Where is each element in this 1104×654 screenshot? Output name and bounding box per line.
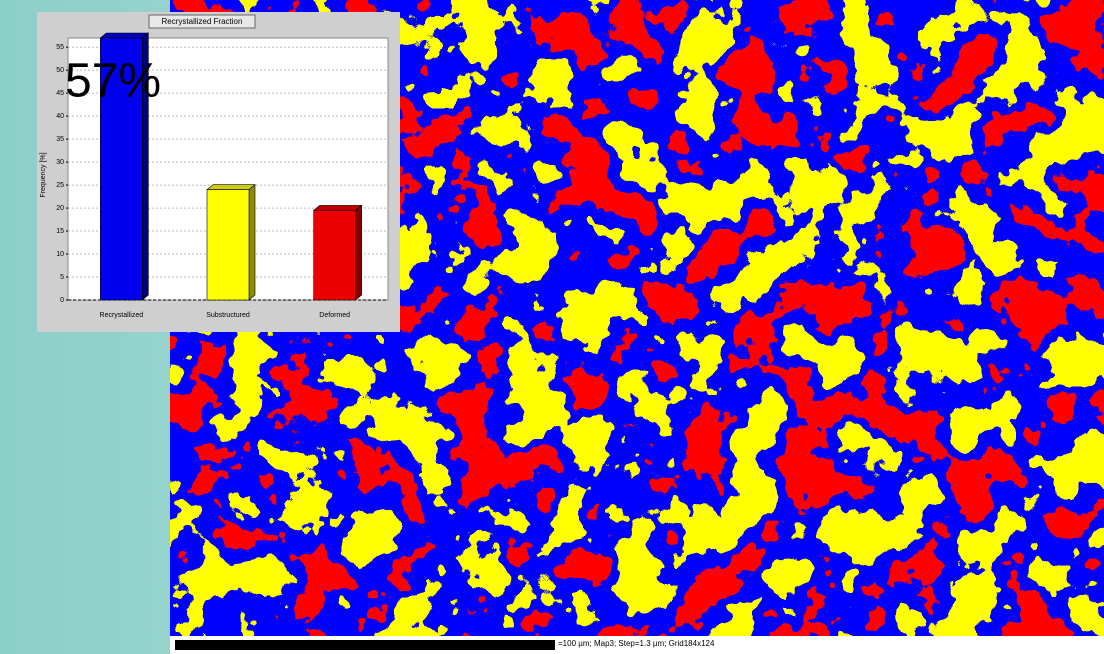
bar <box>314 210 356 300</box>
y-tick-label: 50 <box>56 67 64 74</box>
y-tick-label: 15 <box>56 228 64 235</box>
y-tick-label: 5 <box>60 274 64 281</box>
y-tick-label: 10 <box>56 251 64 258</box>
y-tick-label: 30 <box>56 159 64 166</box>
caption-bar: =100 µm; Map3; Step=1.3 µm; Grid184x124 <box>170 636 1104 654</box>
x-tick-label: Substructured <box>206 312 250 319</box>
chart: Recrystallized Fraction Frequency [%] 0 5… <box>37 12 400 332</box>
x-tick-label: Deformed <box>319 312 350 319</box>
x-tick-label: Recrystallized <box>100 312 144 319</box>
bar-side <box>249 185 255 300</box>
y-tick-label: 55 <box>56 44 64 51</box>
bar <box>207 190 249 300</box>
map-caption: =100 µm; Map3; Step=1.3 µm; Grid184x124 <box>558 639 714 648</box>
bar-top <box>314 205 362 210</box>
bar-side <box>356 205 362 300</box>
annotation: 57% <box>65 55 161 108</box>
y-tick-label: 25 <box>56 182 64 189</box>
y-tick-label: 0 <box>60 297 64 304</box>
y-tick-label: 20 <box>56 205 64 212</box>
y-tick-label: 40 <box>56 113 64 120</box>
y-tick-label: 45 <box>56 90 64 97</box>
bar-top <box>100 33 148 38</box>
chart-title: Recrystallized Fraction <box>162 17 243 26</box>
scale-bar <box>175 640 555 650</box>
slide: =100 µm; Map3; Step=1.3 µm; Grid184x124 … <box>0 0 1104 654</box>
y-axis-label: Frequency [%] <box>40 152 47 197</box>
bar-top <box>207 185 255 190</box>
y-tick-label: 35 <box>56 136 64 143</box>
